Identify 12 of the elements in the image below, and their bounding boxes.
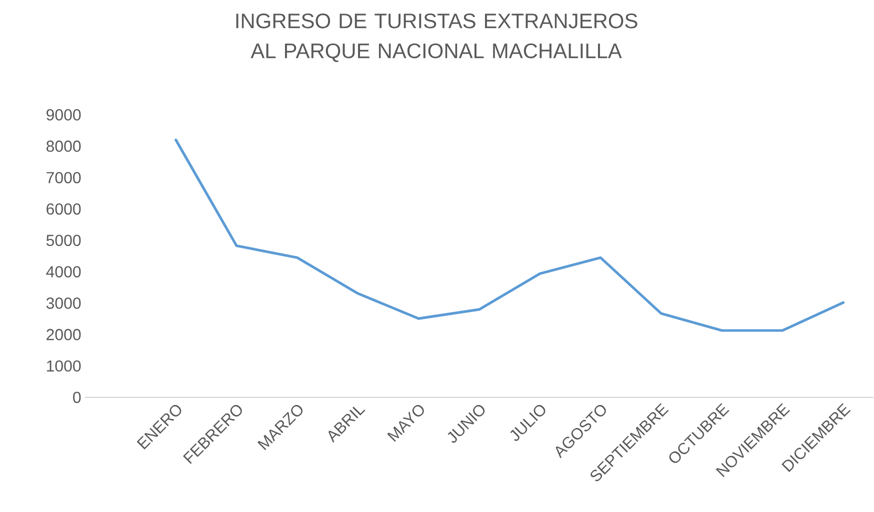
y-tick-label: 0 [73,392,81,403]
y-tick-label: 9000 [46,109,81,120]
y-tick-label: 6000 [46,203,81,215]
y-tick-label: 1000 [47,360,81,372]
y-tick-label: 4000 [46,266,81,278]
y-tick-label: 5000 [46,234,81,246]
y-tick-label: 7000 [46,172,81,184]
y-tick-label: 3000 [46,297,81,309]
line-series [174,138,845,332]
y-tick-label: 2000 [46,328,81,340]
y-tick-label: 8000 [46,140,81,152]
chart-title: INGRESO DE TURISTAS EXTRANJEROS AL PARQUE NACIONAL MACHALILLA [236,13,638,62]
